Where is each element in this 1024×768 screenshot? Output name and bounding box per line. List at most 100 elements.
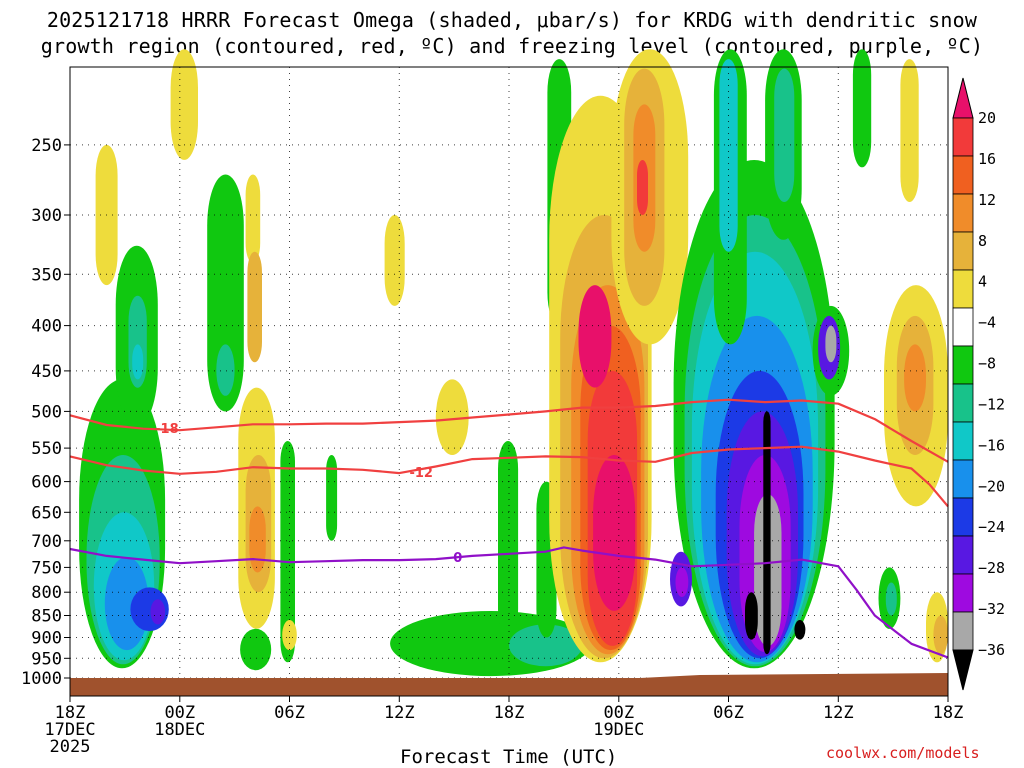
omega-shade [933,615,948,655]
y-tick-label: 250 [31,136,62,156]
colorbar-swatch [952,459,974,499]
omega-shade [498,441,519,638]
omega-shade [675,567,689,597]
y-tick-label: 450 [31,362,62,382]
omega-shade [825,325,837,363]
omega-shade [852,49,872,168]
omega-shade [904,344,926,412]
x-tick-label: 00Z [603,703,634,723]
colorbar-label: 16 [978,150,996,168]
contour-0 [69,546,949,659]
colorbar-label: −20 [978,477,1005,495]
omega-shade [719,59,738,252]
y-tick-label: 900 [31,629,62,649]
omega-shade [240,628,272,671]
chart-title-line1: 2025121718 HRRR Forecast Omega (shaded, … [46,8,978,32]
y-tick-label: 500 [31,402,62,422]
colorbar-swatch [952,117,974,157]
colorbar-label: 12 [978,191,996,209]
colorbar: 20 16 12 8 4 −4 −8 −12 −16 −20 −24 −28 −32 −36 [952,77,1005,691]
x-tick-label: 2025 [50,737,91,757]
colorbar-swatch [952,155,974,195]
colorbar-swatch [952,535,974,575]
y-tick-label: 950 [31,649,62,669]
colorbar-arrow-bottom [952,649,974,691]
y-tick-label: 750 [31,558,62,578]
omega-shade [249,506,266,573]
colorbar-label: −8 [978,355,996,373]
colorbar-arrow-top [952,77,974,119]
colorbar-swatch [952,269,974,309]
colorbar-swatch [952,611,974,651]
y-tick-label: 1000 [21,669,62,689]
colorbar-label: −36 [978,641,1005,659]
omega-shade [637,160,648,215]
x-tick-label: 12Z [823,703,854,723]
omega-shade [794,620,806,640]
x-axis-label: Forecast Time (UTC) [400,746,618,768]
omega-shade [216,344,235,396]
colorbar-label: −28 [978,559,1005,577]
x-tick-label: 17DEC [44,720,95,740]
omega-shade [885,582,897,616]
y-tick-label: 700 [31,532,62,552]
omega-shade [282,620,297,651]
colorbar-swatch [952,497,974,537]
omega-shade [384,215,405,306]
y-tick-label: 600 [31,473,62,493]
omega-shade [170,49,198,160]
omega-shade [900,59,919,202]
omega-shade [435,379,469,455]
contour-label: -12 [409,466,433,481]
colorbar-swatch [952,231,974,271]
x-tick-label: 18Z [494,703,525,723]
y-tick-label: 800 [31,583,62,603]
contour--12 [69,445,949,508]
colorbar-label: 8 [978,232,987,250]
colorbar-swatch [952,193,974,233]
omega-shade [509,624,583,667]
credit-link[interactable]: coolwx.com/models [826,744,980,762]
y-tick-label: 650 [31,503,62,523]
x-tick-label: 06Z [274,703,305,723]
colorbar-label: −24 [978,518,1005,536]
colorbar-label: −32 [978,600,1005,618]
contour-label: 0 [453,551,462,566]
omega-shade [247,251,262,363]
omega-shade [763,411,771,655]
x-tick-label: 00Z [164,703,195,723]
colorbar-label: −4 [978,314,996,332]
omega-shade [150,599,166,625]
omega-shade [280,441,295,663]
y-tick-label: 350 [31,265,62,285]
colorbar-label: −16 [978,436,1005,454]
plot-area: -18 -12 0 [69,49,949,697]
contour--18 [69,398,949,463]
contour-label: -18 [155,422,179,437]
colorbar-swatch [952,573,974,613]
colorbar-swatch [952,345,974,385]
x-tick-label: 18DEC [154,720,205,740]
colorbar-label: 20 [978,109,996,127]
y-tick-label: 550 [31,439,62,459]
chart-title-line2: growth region (contoured, red, ºC) and f… [40,34,984,58]
x-tick-label: 18Z [55,703,86,723]
omega-shade [245,174,261,264]
omega-shade [104,557,149,651]
omega-shade [774,68,795,202]
colorbar-label: 4 [978,273,987,291]
omega-shade [745,592,758,640]
omega-shade [593,455,636,611]
x-tick-label: 06Z [713,703,744,723]
y-axis: 2503003504004505005506006507007508008509… [21,136,70,689]
colorbar-label: −12 [978,396,1005,414]
terrain [70,673,948,696]
omega-shade [326,455,338,541]
colorbar-swatch [952,307,974,347]
y-tick-label: 400 [31,317,62,337]
y-tick-label: 300 [31,206,62,226]
colorbar-swatch [952,383,974,423]
x-tick-label: 19DEC [593,720,644,740]
